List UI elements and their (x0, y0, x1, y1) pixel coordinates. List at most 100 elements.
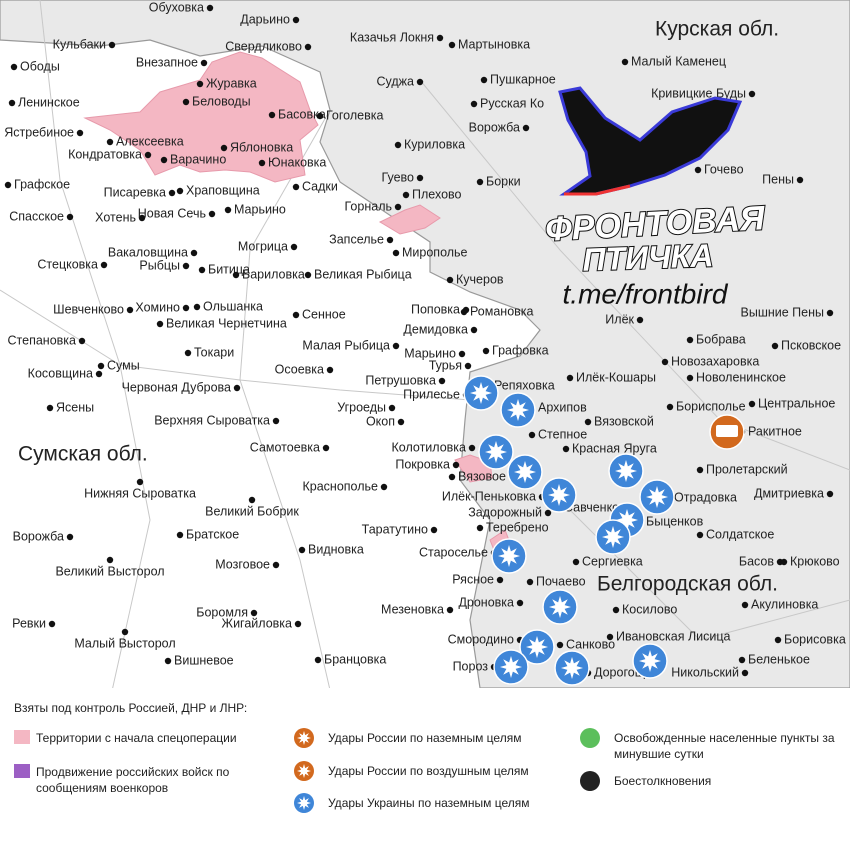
settlement-label: Петрушовка (365, 373, 436, 387)
settlement-label: Кривицкие Буды (651, 86, 746, 100)
settlement-dot (470, 326, 478, 334)
settlement-dot (696, 531, 704, 539)
settlement-label: Пены (762, 172, 794, 186)
settlement-label: Новая Сечь (138, 206, 206, 220)
settlement-label: Поповка (411, 302, 460, 316)
settlement-dot (182, 98, 190, 106)
settlement-label: Великий Высторол (55, 564, 164, 578)
settlement-label: Осоевка (275, 362, 324, 376)
settlement-label: Дроновка (458, 595, 514, 609)
settlement-dot (562, 445, 570, 453)
settlement-dot (316, 112, 324, 120)
settlement-label: Вязовской (594, 414, 654, 428)
settlement-label: Пролетарский (706, 462, 788, 476)
settlement-label: Верхняя Сыроватка (154, 413, 270, 427)
settlement-dot (100, 261, 108, 269)
settlement-dot (468, 444, 476, 452)
settlement-dot (121, 628, 129, 636)
settlement-label: Битица (208, 262, 250, 276)
settlement-label: Вакаловщина (108, 245, 188, 259)
settlement-dot (392, 249, 400, 257)
settlement-dot (696, 466, 704, 474)
settlement-dot (304, 271, 312, 279)
settlement-dot (416, 78, 424, 86)
settlement-label: Графское (14, 177, 70, 191)
settlement-dot (48, 620, 56, 628)
strike-burst (470, 382, 492, 404)
settlement-label: Окоп (366, 414, 395, 428)
roads (0, 0, 850, 688)
settlement-label: Новозахаровка (671, 354, 759, 368)
settlement-label: Марьино (234, 202, 286, 216)
strike-burst (549, 596, 571, 618)
settlement-dot (748, 400, 756, 408)
settlement-label: Шевченково (53, 302, 124, 316)
settlement-label: Графовка (492, 343, 549, 357)
settlement-label: Смородино (448, 632, 514, 646)
legend-burst (297, 764, 311, 778)
settlement-label: Хомино (135, 300, 180, 314)
settlement-dot (108, 41, 116, 49)
settlement-label: Храповщина (186, 183, 260, 197)
region-label: Белгородская обл. (597, 573, 778, 596)
settlement-label: Отрадовка (674, 490, 737, 504)
settlement-label: Борисовка (784, 632, 846, 646)
settlement-label: Ревки (12, 616, 46, 630)
settlement-label: Спасское (9, 209, 64, 223)
settlement-dot (106, 138, 114, 146)
strike-burst (507, 399, 529, 421)
settlement-dot (522, 124, 530, 132)
settlement-dot (136, 478, 144, 486)
settlement-label: Гуево (382, 170, 414, 184)
settlement-dot (176, 187, 184, 195)
settlement-dot (168, 189, 176, 197)
settlement-label: Свердликово (225, 39, 302, 53)
settlement-dot (584, 418, 592, 426)
strike-burst (514, 461, 536, 483)
settlement-dot (258, 159, 266, 167)
settlement-label: Ивановская Лисица (616, 629, 731, 643)
settlement-label: Косовщина (28, 366, 93, 380)
settlement-label: Кульбаки (53, 37, 106, 51)
legend-heading: Взяты под контроль Россией, ДНР и ЛНР: (14, 701, 248, 715)
settlement-label: Никольский (671, 665, 739, 679)
settlement-label: Марьино (404, 346, 456, 360)
settlement-label: Алексеевка (116, 134, 184, 148)
settlement-label: Куриловка (404, 137, 465, 151)
settlement-label: Акулиновка (751, 597, 818, 611)
settlement-label: Обуховка (149, 0, 204, 14)
settlement-label: Токари (194, 345, 234, 359)
settlement-label: Беловоды (192, 94, 251, 108)
legend-item: Удары Украины по наземным целям (328, 796, 530, 810)
settlement-label: Кучеров (456, 272, 504, 286)
settlement-label: Романовка (470, 304, 534, 318)
settlement-label: Суджа (377, 74, 415, 88)
settlement-label: Великий Бобрик (205, 504, 299, 518)
settlement-dot (66, 213, 74, 221)
settlement-dot (184, 349, 192, 357)
settlement-label: Горналь (345, 199, 393, 213)
settlement-label: Новоленинское (696, 370, 786, 384)
settlement-dot (476, 524, 484, 532)
strike-burst (526, 636, 548, 658)
legend-burst (297, 731, 311, 745)
settlement-dot (394, 141, 402, 149)
legend-item: Освобожденные населенные пункты за минув… (614, 731, 835, 761)
settlement-dot (460, 308, 468, 316)
settlement-label: Малый Каменец (631, 54, 726, 68)
settlement-label: Савченко (564, 500, 619, 514)
settlement-dot (164, 657, 172, 665)
settlement-dot (8, 99, 16, 107)
settlement-label: Ворожба (13, 529, 64, 543)
settlement-label: Задорожный (468, 505, 542, 519)
settlement-dot (46, 404, 54, 412)
settlement-dot (686, 374, 694, 382)
settlement-dot (386, 236, 394, 244)
settlement-dot (290, 243, 298, 251)
map: Обуховка Дарьино Свердликово Казачья Локня М… (0, 0, 850, 688)
settlement-dot (694, 166, 702, 174)
settlement-dot (686, 336, 694, 344)
legend-item: Удары России по воздушным целям (328, 764, 529, 778)
settlement-label: Бранцовка (324, 652, 386, 666)
settlement-dot (476, 178, 484, 186)
